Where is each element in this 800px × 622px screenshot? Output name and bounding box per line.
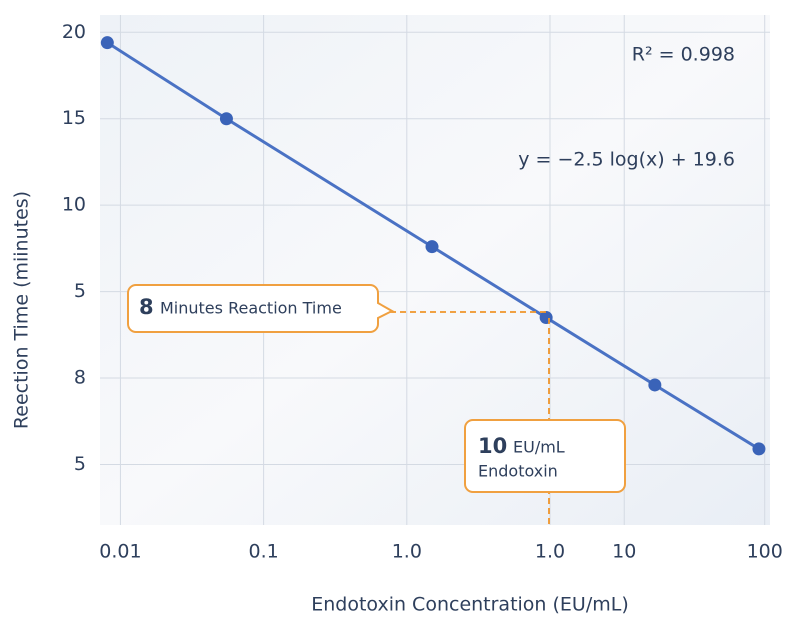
- x-axis-title: Endotoxin Concentration (EU/mL): [311, 594, 629, 616]
- x-tick-label: 1.0: [392, 541, 422, 563]
- data-point: [648, 378, 662, 392]
- callout-text: Endotoxin: [478, 462, 558, 481]
- plot-area: [100, 15, 770, 525]
- callout-unit: EU/mL: [513, 438, 565, 457]
- callout-box: [464, 419, 626, 493]
- y-tick-label: 20: [62, 21, 86, 43]
- data-point: [752, 442, 766, 456]
- data-point: [100, 36, 114, 50]
- y-axis-title: Reection Time (miinutes): [11, 191, 33, 429]
- x-tick-label: 100: [747, 541, 783, 563]
- series-line: [106, 41, 760, 451]
- data-point: [425, 240, 439, 254]
- data-point: [219, 112, 233, 126]
- x-tick-label: 10: [612, 541, 636, 563]
- y-tick-label: 15: [62, 107, 86, 129]
- r-squared: R² = 0.998: [632, 44, 735, 66]
- x-tick-label: 0.01: [99, 541, 141, 563]
- y-tick-label: 10: [62, 194, 86, 216]
- y-tick-label: 5: [74, 453, 86, 475]
- x-tick-label: 0.1: [249, 541, 279, 563]
- y-tick-label: 8: [74, 367, 86, 389]
- equation: y = −2.5 log(x) + 19.6: [518, 149, 735, 171]
- callout-box: [127, 284, 395, 333]
- callout-text: Minutes Reaction Time: [160, 299, 342, 318]
- data-point: [539, 311, 553, 325]
- callout-number: 8: [139, 295, 154, 319]
- x-tick-label: 1.0: [535, 541, 565, 563]
- callout-number: 10: [478, 434, 507, 458]
- y-tick-label: 5: [74, 280, 86, 302]
